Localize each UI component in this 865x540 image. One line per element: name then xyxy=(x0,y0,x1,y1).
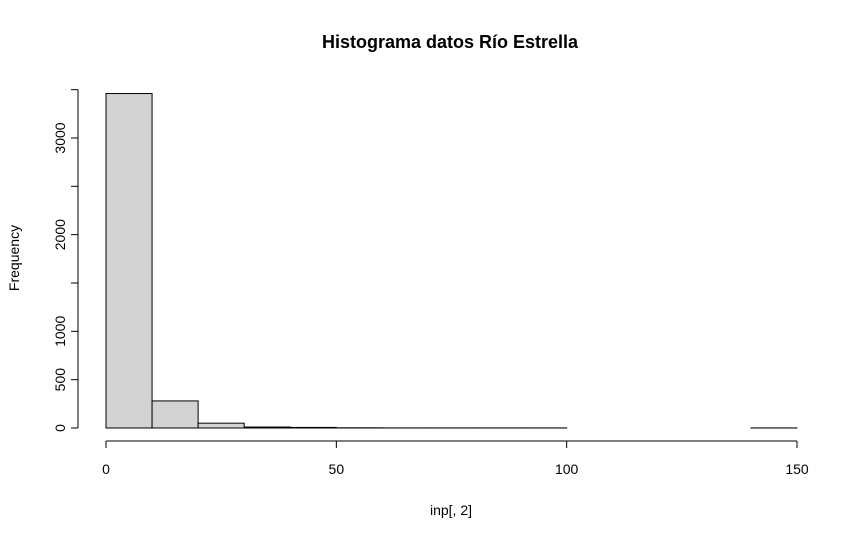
x-tick-label-2: 100 xyxy=(555,461,579,477)
histogram-bar-0 xyxy=(105,93,153,429)
y-axis: 0 500 1000 2000 3000 xyxy=(52,89,79,432)
x-tick-label-0: 0 xyxy=(102,461,110,477)
histogram-bar-4 xyxy=(289,426,337,429)
bars-group xyxy=(105,93,798,429)
x-tick-label-3: 150 xyxy=(785,461,809,477)
y-tick-label-1: 500 xyxy=(52,368,68,392)
histogram-bar-3 xyxy=(243,426,291,429)
y-tick-label-0: 0 xyxy=(52,424,68,432)
x-axis-label: inp[, 2] xyxy=(430,502,472,518)
y-tick-label-2: 1000 xyxy=(52,316,68,347)
histogram-bar-2 xyxy=(197,422,245,429)
y-tick-label-4: 3000 xyxy=(52,122,68,153)
y-axis-label: Frequency xyxy=(6,225,22,291)
chart-title: Histograma datos Río Estrella xyxy=(322,32,579,52)
histogram-bar-1 xyxy=(151,400,199,429)
x-axis: 0 50 100 150 xyxy=(102,440,809,477)
y-tick-label-3: 2000 xyxy=(52,219,68,250)
x-tick-label-1: 50 xyxy=(329,461,345,477)
